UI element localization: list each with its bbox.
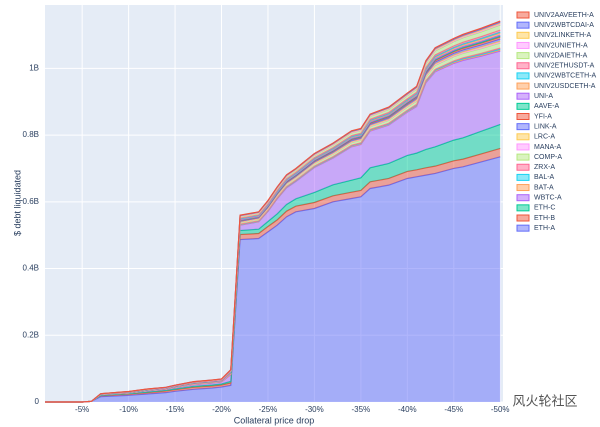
x-axis-title: Collateral price drop [234, 415, 315, 425]
legend-label: UNIV2ETHUSDT-A [534, 63, 595, 70]
legend-label: ETH-B [534, 215, 555, 222]
x-tick-label: -15% [166, 405, 185, 414]
y-tick-label: 0.6B [23, 197, 39, 206]
x-tick-label: -40% [398, 405, 417, 414]
legend-label: UNIV2USDCETH-A [534, 83, 596, 90]
legend-swatch [516, 72, 530, 80]
legend-swatch [516, 214, 530, 222]
legend-swatch [516, 52, 530, 60]
legend-swatch [516, 62, 530, 70]
legend-swatch [516, 41, 530, 49]
legend-label: MANA-A [534, 144, 562, 151]
legend-swatch [516, 82, 530, 90]
legend-label: LRC-A [534, 134, 555, 141]
legend-label: ETH-C [534, 205, 555, 212]
legend-swatch [516, 21, 530, 29]
legend-label: ETH-A [534, 225, 555, 232]
area-line [45, 20, 501, 403]
x-tick-label: -25% [259, 405, 278, 414]
legend-label: UNIV2WBTCETH-A [534, 73, 597, 80]
area [45, 156, 501, 402]
legend-swatch [516, 113, 530, 120]
legend-label: ZRX-A [534, 164, 555, 171]
legend-swatch [516, 184, 530, 192]
legend-swatch [516, 224, 530, 232]
area [45, 124, 501, 403]
x-tick-label: -20% [212, 405, 231, 414]
x-tick-label: -5% [75, 405, 89, 414]
x-tick-label: -10% [119, 405, 138, 414]
legend-swatch [516, 173, 530, 181]
x-tick-label: -35% [352, 405, 371, 414]
legend-label: AAVE-A [534, 103, 559, 110]
y-tick-label: 1B [29, 63, 39, 72]
y-tick-label: 0 [35, 397, 40, 406]
watermark: 风火轮社区 [512, 393, 577, 408]
legend-swatch [516, 143, 530, 151]
x-tick-label: -30% [305, 405, 324, 414]
y-axis-title: $ debt liquidated [12, 170, 22, 236]
y-tick-label: 0.8B [23, 130, 39, 139]
legend-label: UNIV2LINKETH-A [534, 32, 592, 39]
legend-swatch [516, 31, 530, 39]
legend-swatch [516, 163, 530, 171]
legend-label: LINK-A [534, 123, 557, 130]
legend-label: UNIV2AAVEETH-A [534, 12, 594, 19]
legend-label: UNIV2UNIETH-A [534, 42, 588, 49]
legend-label: BAT-A [534, 184, 554, 191]
legend-label: COMP-A [534, 154, 562, 161]
x-tick-label: -45% [444, 405, 463, 414]
legend-label: UNI-A [534, 93, 553, 100]
legend-swatch [516, 194, 530, 202]
legend-swatch [516, 11, 530, 19]
legend-swatch [516, 102, 530, 110]
y-tick-label: 0.2B [23, 330, 39, 339]
legend-label: UNIV2DAIETH-A [534, 52, 588, 59]
legend-swatch [516, 153, 530, 161]
legend-swatch [516, 92, 530, 100]
legend-label: WBTC-A [534, 195, 562, 202]
area [45, 51, 501, 402]
legend-label: UNIV2WBTCDAI-A [534, 22, 594, 29]
y-tick-label: 0.4B [23, 264, 39, 273]
legend-swatch [516, 123, 530, 131]
legend-swatch [516, 133, 530, 141]
x-tick-label: -50% [491, 405, 510, 414]
legend-swatch [516, 204, 530, 212]
legend-label: YFI-A [534, 113, 552, 120]
legend-label: BAL-A [534, 174, 555, 181]
